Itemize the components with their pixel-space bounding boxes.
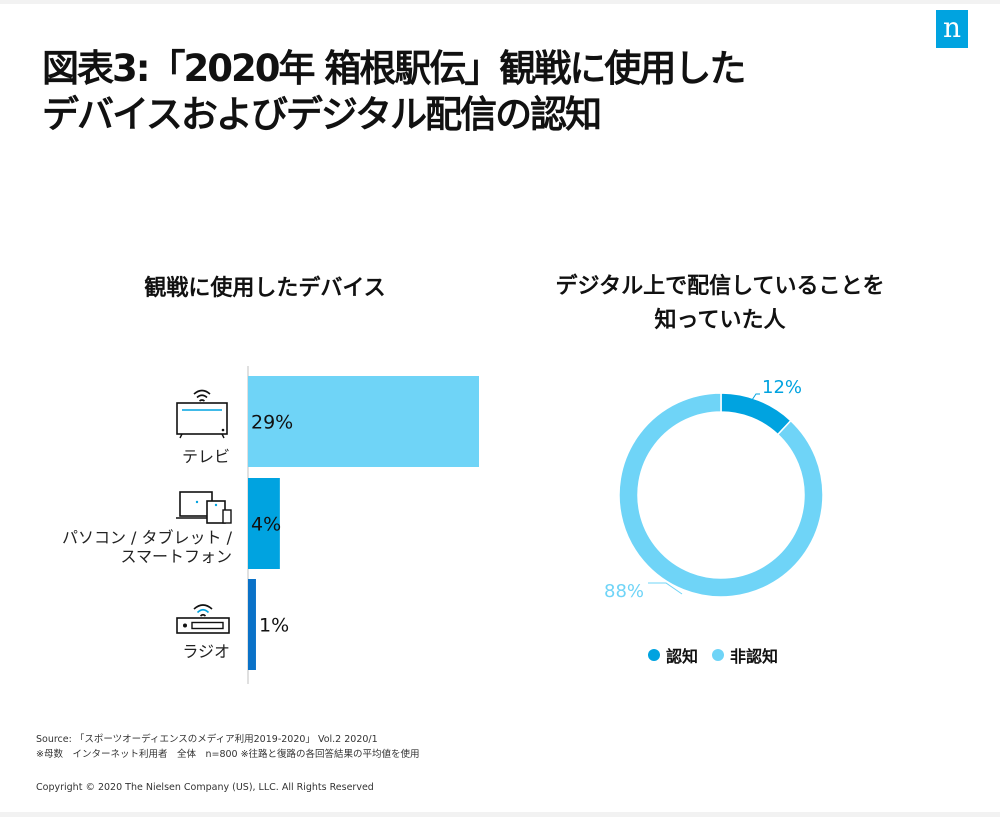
source-note: Source: 「スポーツオーディエンスのメディア利用2019-2020」 Vo… (36, 734, 378, 745)
category-label-line: パソコン / タブレット / (61, 528, 232, 547)
title-line-2: デバイスおよびデジタル配信の認知 (42, 93, 602, 136)
bar (248, 376, 479, 467)
bar (248, 579, 256, 670)
bar-chart: 29% 4% 1% (247, 366, 479, 684)
bar (248, 478, 280, 569)
computer-tablet-icon (176, 491, 232, 524)
legend-label-unaware: 非認知 (730, 647, 779, 666)
footer-notes: Source: 「スポーツオーディエンスのメディア利用2019-2020」 Vo… (36, 732, 420, 762)
donut-chart-title: デジタル上で配信していることを 知っていた人 (500, 270, 940, 338)
bar-value-label: 4% (251, 514, 281, 536)
bar-chart-title: 観戦に使用したデバイス (144, 276, 386, 301)
bar-value-label: 29% (251, 412, 293, 434)
donut-legend: 認知 非認知 (648, 644, 778, 666)
title-line-1: 図表3:「2020年 箱根駅伝」観戦に使用した (42, 47, 746, 90)
donut-title-line-2: 知っていた人 (654, 308, 786, 333)
page-title: 図表3:「2020年 箱根駅伝」観戦に使用した デバイスおよびデジタル配信の認知 (42, 46, 882, 138)
legend-dot-aware (648, 649, 660, 661)
radio-icon (176, 604, 230, 634)
category-label-radio: ラジオ (182, 642, 230, 661)
category-label-pc-tablet-smartphone: パソコン / タブレット / スマートフォン (10, 528, 232, 566)
category-label-tv: テレビ (181, 447, 230, 466)
legend-item-unaware: 非認知 (712, 643, 778, 667)
nielsen-logo: n (936, 10, 968, 48)
donut-title-line-1: デジタル上で配信していることを (555, 274, 885, 299)
legend-label-aware: 認知 (666, 647, 699, 666)
bar-value-label: 1% (259, 615, 289, 637)
legend-item-aware: 認知 (648, 643, 698, 667)
legend-dot-unaware (712, 649, 725, 661)
category-label-line: スマートフォン (120, 547, 232, 566)
slide: n 図表3:「2020年 箱根駅伝」観戦に使用した デバイスおよびデジタル配信の… (0, 4, 1000, 812)
copyright: Copyright © 2020 The Nielsen Company (US… (36, 782, 374, 793)
sample-note: ※母数 インターネット利用者 全体 n=800 ※往路と復路の各回答結果の平均値… (36, 749, 420, 760)
tv-icon (176, 389, 228, 439)
